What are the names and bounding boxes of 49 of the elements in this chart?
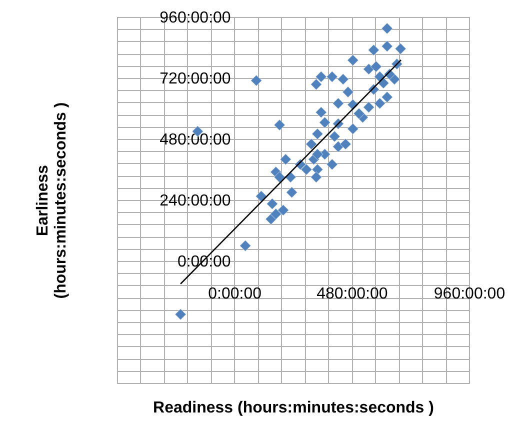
point: [286, 186, 298, 198]
point: [310, 171, 322, 183]
y-tick-label: 720:00:00: [160, 70, 231, 88]
point: [310, 78, 322, 90]
point: [266, 198, 278, 210]
point: [347, 123, 359, 135]
point: [342, 86, 354, 98]
point: [332, 140, 344, 152]
point: [353, 108, 365, 120]
point: [174, 308, 186, 320]
point: [306, 138, 318, 150]
point: [326, 70, 338, 83]
point: [315, 70, 327, 83]
point: [319, 116, 331, 128]
point: [347, 54, 359, 66]
point: [312, 148, 324, 160]
point: [340, 138, 352, 150]
y-tick-label: 960:00:00: [160, 10, 231, 26]
point: [315, 106, 327, 118]
point: [300, 164, 312, 176]
y-axis-title: Earliness (hours:minutes:seconds ): [34, 102, 70, 299]
point: [274, 119, 286, 131]
x-tick-label: 480:00:00: [316, 286, 388, 302]
point: [370, 60, 382, 72]
point: [250, 74, 262, 86]
y-tick-label: 480:00:00: [160, 132, 231, 148]
point: [255, 190, 267, 202]
point: [381, 22, 393, 34]
point: [381, 40, 393, 52]
point: [368, 44, 380, 56]
point: [240, 240, 252, 252]
point: [277, 204, 289, 216]
point: [381, 91, 393, 103]
point: [374, 98, 386, 110]
y-tick-label: 240:00:00: [160, 192, 231, 210]
point: [363, 63, 375, 75]
point: [280, 154, 292, 166]
x-tick-label: 0:00:00: [208, 286, 262, 302]
point: [337, 73, 349, 86]
point: [363, 101, 375, 114]
point: [312, 128, 324, 140]
point: [394, 42, 406, 55]
x-axis-title: Readiness (hours:minutes:seconds ): [153, 400, 434, 416]
point: [274, 171, 286, 183]
point: [270, 208, 282, 220]
point: [328, 130, 340, 142]
point: [332, 98, 344, 110]
point: [326, 158, 338, 170]
x-tick-label: 960:00:00: [434, 286, 506, 302]
